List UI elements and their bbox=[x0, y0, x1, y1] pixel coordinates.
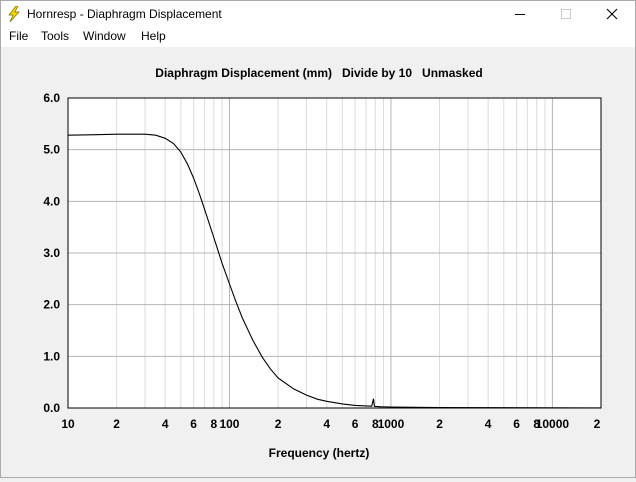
close-button[interactable] bbox=[589, 1, 635, 27]
grid bbox=[68, 98, 601, 408]
displacement-chart[interactable]: Diaphragm Displacement (mm) Divide by 10… bbox=[1, 47, 635, 477]
menu-bar: File Tools Window Help bbox=[1, 27, 635, 47]
x-tick-label: 4 bbox=[485, 417, 492, 431]
maximize-icon bbox=[561, 9, 571, 19]
x-tick-label: 8 bbox=[533, 417, 540, 431]
x-tick-label: 10 bbox=[61, 417, 75, 431]
y-tick-label: 0.0 bbox=[43, 401, 60, 415]
x-tick-label: 6 bbox=[352, 417, 359, 431]
minimize-icon bbox=[515, 14, 525, 15]
minimize-button[interactable] bbox=[497, 1, 543, 27]
displacement-curve bbox=[67, 133, 602, 409]
y-tick-label: 2.0 bbox=[43, 298, 60, 312]
y-tick-label: 4.0 bbox=[43, 194, 60, 208]
title-bar[interactable]: Hornresp - Diaphragm Displacement bbox=[1, 1, 635, 27]
x-tick-label: 2 bbox=[113, 417, 120, 431]
maximize-button[interactable] bbox=[543, 1, 589, 27]
curve-layer bbox=[67, 133, 602, 409]
close-icon bbox=[606, 8, 618, 20]
x-tick-label: 2 bbox=[275, 417, 282, 431]
chart-panel: Diaphragm Displacement (mm) Divide by 10… bbox=[1, 47, 635, 477]
x-tick-label: 4 bbox=[323, 417, 330, 431]
y-tick-label: 6.0 bbox=[43, 91, 60, 105]
chart-title: Diaphragm Displacement (mm) Divide by 10… bbox=[155, 66, 482, 80]
plot-frame bbox=[67, 97, 602, 409]
x-tick-label: 8 bbox=[210, 417, 217, 431]
x-axis-title: Frequency (hertz) bbox=[269, 446, 370, 460]
x-tick-label: 6 bbox=[513, 417, 520, 431]
menu-help[interactable]: Help bbox=[141, 29, 166, 43]
x-tick-label: 2 bbox=[436, 417, 443, 431]
y-tick-label: 3.0 bbox=[43, 246, 60, 260]
x-tick-label: 100 bbox=[219, 417, 239, 431]
menu-window[interactable]: Window bbox=[83, 29, 126, 43]
menu-file[interactable]: File bbox=[9, 29, 29, 43]
lightning-icon bbox=[8, 6, 20, 22]
x-tick-label: 4 bbox=[162, 417, 169, 431]
x-tick-label: 6 bbox=[190, 417, 197, 431]
x-tick-label: 8 bbox=[372, 417, 379, 431]
x-tick-label: 2 bbox=[594, 417, 601, 431]
x-tick-label: 1000 bbox=[378, 417, 405, 431]
menu-tools[interactable]: Tools bbox=[41, 29, 70, 43]
y-tick-label: 1.0 bbox=[43, 349, 60, 363]
x-tick-label: 10000 bbox=[536, 417, 570, 431]
y-tick-label: 5.0 bbox=[43, 143, 60, 157]
y-axis-labels: 0.0 1.0 2.0 3.0 4.0 5.0 6.0 bbox=[43, 91, 60, 415]
window-title: Hornresp - Diaphragm Displacement bbox=[27, 7, 222, 21]
